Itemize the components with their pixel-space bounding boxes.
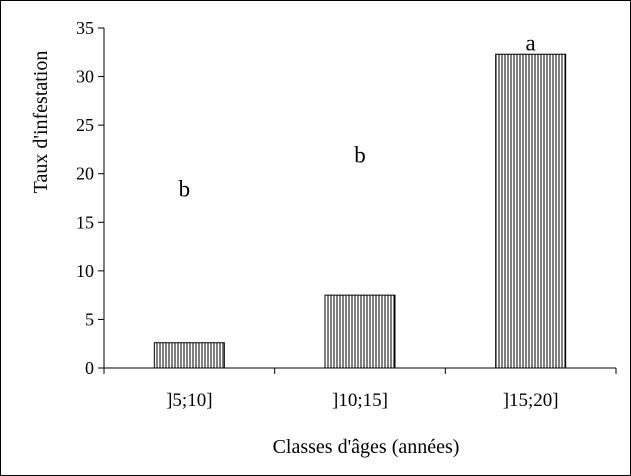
annotations-group: b b a [179,31,536,202]
y-ticks-group: 0 5 10 15 20 25 30 35 [76,18,104,378]
significance-letter: b [354,142,366,167]
x-ticks-group: ]5;10] ]10;15] ]15;20] [103,368,617,411]
y-axis-title: Taux d'infestation [30,51,52,194]
x-category-label: ]10;15] [332,390,388,411]
y-tick-label: 10 [76,261,94,281]
significance-letter: b [179,176,191,201]
y-tick-label: 5 [85,309,94,329]
significance-letter: a [526,31,536,56]
y-tick-label: 0 [85,358,94,378]
y-tick-label: 20 [76,164,94,184]
x-category-label: ]15;20] [503,390,559,411]
x-category-label: ]5;10] [166,390,212,411]
y-tick-label: 35 [76,18,94,38]
y-tick-label: 30 [76,67,94,87]
bars-group [153,53,567,369]
bar-2 [324,294,396,369]
y-tick-label: 15 [76,212,94,232]
bar-3 [495,53,567,369]
y-tick-label: 25 [76,115,94,135]
bar-1 [153,342,225,369]
x-axis-title: Classes d'âges (années) [273,436,460,458]
